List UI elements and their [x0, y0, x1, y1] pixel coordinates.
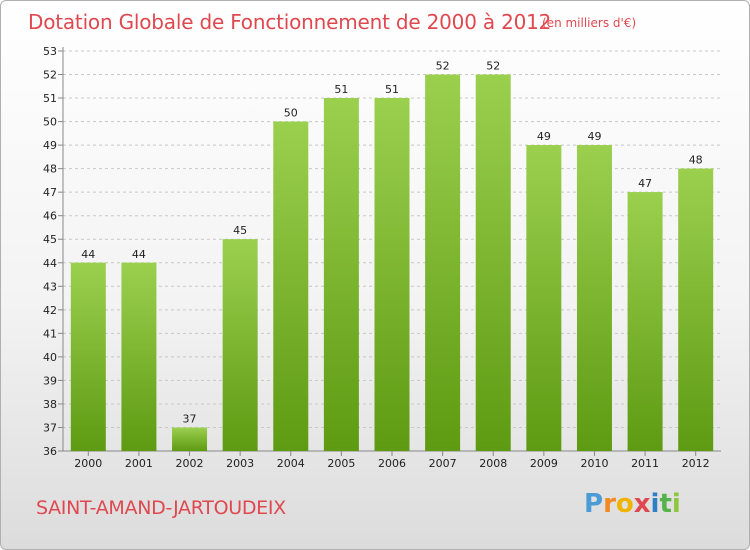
y-tick-label: 48 — [43, 163, 57, 176]
logo-letter: o — [615, 489, 634, 519]
y-tick-label: 51 — [43, 92, 57, 105]
commune-name: SAINT-AMAND-JARTOUDEIX — [36, 497, 286, 519]
x-tick-label: 2010 — [580, 457, 608, 470]
y-tick-label: 44 — [43, 257, 57, 270]
y-tick-label: 47 — [43, 186, 57, 199]
bar-2009 — [526, 145, 562, 451]
bar-2008 — [475, 74, 511, 451]
y-tick-label: 36 — [43, 445, 57, 458]
y-tick-label: 38 — [43, 398, 57, 411]
value-label: 49 — [537, 130, 551, 143]
x-tick-label: 2003 — [226, 457, 254, 470]
value-label: 45 — [233, 224, 247, 237]
bar-2000 — [70, 262, 106, 451]
bar-2012 — [678, 168, 714, 451]
x-tick-label: 2009 — [530, 457, 558, 470]
chart-unit: (en milliers d'€) — [542, 16, 637, 30]
value-label: 50 — [284, 107, 298, 120]
value-label: 52 — [486, 60, 500, 73]
bar-2011 — [627, 192, 663, 452]
y-tick-label: 45 — [43, 233, 57, 246]
logo-letter: r — [603, 489, 616, 519]
value-label: 51 — [334, 83, 348, 96]
y-tick-label: 52 — [43, 69, 57, 82]
value-label: 37 — [183, 412, 197, 425]
y-tick-label: 46 — [43, 210, 57, 223]
value-label: 51 — [385, 83, 399, 96]
value-label: 48 — [689, 154, 703, 167]
bar-2010 — [576, 145, 612, 451]
y-tick-label: 43 — [43, 280, 57, 293]
value-label: 52 — [436, 60, 450, 73]
value-label: 44 — [132, 248, 146, 261]
bar-2007 — [425, 74, 461, 451]
x-tick-label: 2000 — [74, 457, 102, 470]
y-tick-label: 53 — [43, 45, 57, 58]
x-tick-label: 2005 — [327, 457, 355, 470]
y-tick-label: 39 — [43, 374, 57, 387]
bar-2003 — [222, 239, 258, 451]
value-label: 49 — [587, 130, 601, 143]
x-tick-label: 2012 — [682, 457, 710, 470]
x-tick-label: 2004 — [277, 457, 305, 470]
x-tick-label: 2007 — [429, 457, 457, 470]
chart-title: Dotation Globale de Fonctionnement de 20… — [28, 10, 552, 34]
value-label: 47 — [638, 177, 652, 190]
x-tick-label: 2011 — [631, 457, 659, 470]
bar-2005 — [323, 98, 359, 451]
y-tick-label: 50 — [43, 116, 57, 129]
value-labels: 44 44 37 45 50 51 51 52 52 49 49 47 48 — [81, 60, 702, 426]
logo-letter: x — [633, 489, 651, 519]
x-tick-label: 2006 — [378, 457, 406, 470]
bar-2006 — [374, 98, 410, 451]
bar-2001 — [121, 262, 157, 451]
x-tick-label: 2008 — [479, 457, 507, 470]
y-tick-label: 40 — [43, 351, 57, 364]
logo-letter: P — [584, 489, 604, 519]
value-label: 44 — [81, 248, 95, 261]
logo-letter: t — [659, 489, 672, 519]
bar-2002 — [172, 427, 208, 451]
bar-2004 — [273, 121, 309, 452]
y-tick-label: 37 — [43, 421, 57, 434]
logo-letter: i — [671, 489, 681, 519]
axes: 36 37 38 39 40 41 42 43 44 45 46 47 48 49 50 51 52 53 2000… — [43, 45, 721, 470]
bars — [70, 74, 714, 452]
y-tick-label: 41 — [43, 327, 57, 340]
proxiti-logo[interactable]: Proxiti — [584, 489, 681, 519]
x-tick-label: 2002 — [176, 457, 204, 470]
x-tick-label: 2001 — [125, 457, 153, 470]
y-tick-label: 42 — [43, 304, 57, 317]
logo-letter: i — [650, 489, 660, 519]
y-tick-label: 49 — [43, 139, 57, 152]
